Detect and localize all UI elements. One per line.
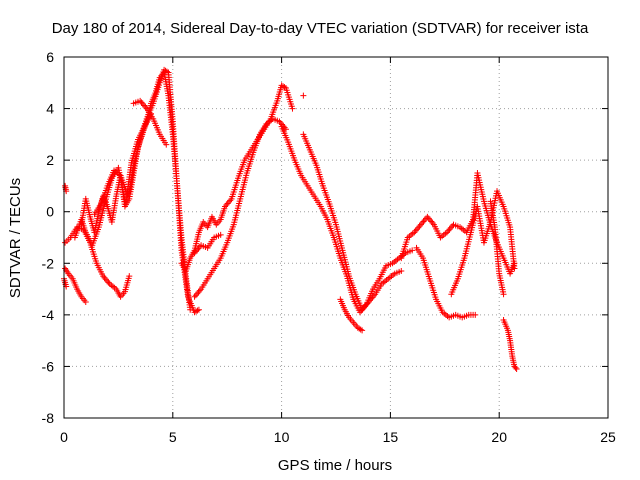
data-point [357, 326, 364, 333]
y-tick-label: 6 [46, 49, 54, 65]
data-point [217, 231, 224, 238]
plot-frame [63, 56, 609, 419]
data-point [195, 306, 202, 313]
data-point [359, 327, 366, 334]
data-point [163, 68, 170, 75]
data-point [126, 273, 133, 280]
data-point [512, 364, 519, 371]
data-point [511, 265, 518, 272]
y-tick-label: -2 [42, 255, 55, 271]
y-axis-label: SDTVAR / TECUs [7, 178, 24, 298]
x-tick-label: 15 [383, 429, 399, 445]
x-tick-label: 20 [491, 429, 507, 445]
x-tick-label: 5 [169, 429, 177, 445]
data-point [187, 306, 194, 313]
y-tick-label: 2 [46, 152, 54, 168]
y-tick-label: -6 [42, 358, 55, 374]
data-point [289, 105, 296, 112]
x-tick-label: 25 [600, 429, 616, 445]
data-point [300, 92, 307, 99]
data-point [82, 298, 89, 305]
chart-title: Day 180 of 2014, Sidereal Day-to-day VTE… [52, 20, 589, 37]
data-point [500, 291, 507, 298]
data-points [61, 66, 520, 373]
y-tick-label: -4 [42, 307, 55, 323]
y-tick-label: -8 [42, 410, 55, 426]
data-point [472, 311, 479, 318]
data-point [513, 366, 520, 373]
data-point [194, 307, 201, 314]
grid-layer [64, 57, 608, 418]
x-tick-label: 0 [60, 429, 68, 445]
x-axis-label: GPS time / hours [278, 457, 392, 474]
data-point [398, 268, 405, 275]
y-tick-label: 4 [46, 101, 54, 117]
data-point [163, 141, 170, 148]
data-point [409, 247, 416, 254]
data-point [281, 84, 288, 91]
y-tick-label: 0 [46, 204, 54, 220]
x-tick-label: 10 [274, 429, 290, 445]
